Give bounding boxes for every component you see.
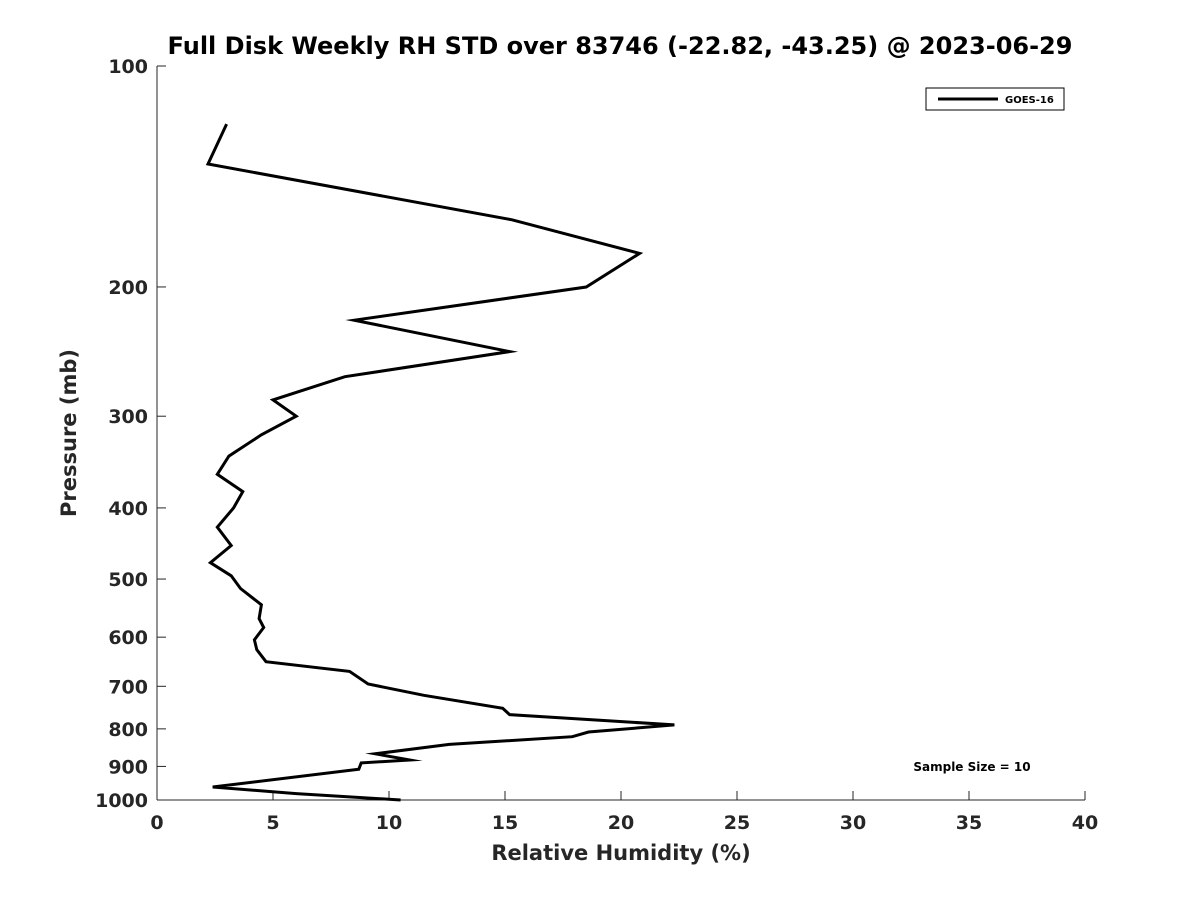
y-tick-label: 300 xyxy=(108,406,148,428)
x-tick-label: 0 xyxy=(150,812,163,834)
y-tick-label: 900 xyxy=(108,756,148,778)
chart-title: Full Disk Weekly RH STD over 83746 (-22.… xyxy=(168,32,1073,60)
x-tick-label: 10 xyxy=(376,812,402,834)
x-tick-label: 5 xyxy=(266,812,279,834)
y-axis-ticks: 100 200 300 400 500 600 700 800 900 1000 xyxy=(95,56,166,812)
x-tick-label: 20 xyxy=(608,812,634,834)
y-tick-label: 500 xyxy=(108,569,148,591)
x-tick-label: 15 xyxy=(492,812,518,834)
x-tick-label: 25 xyxy=(724,812,750,834)
sample-size-annotation: Sample Size = 10 xyxy=(913,760,1030,774)
y-tick-label: 800 xyxy=(108,719,148,741)
series-layer xyxy=(205,123,675,802)
series-line-goes-16 xyxy=(205,123,675,802)
x-axis-ticks: 0 5 10 15 20 25 30 35 40 xyxy=(150,791,1098,834)
y-tick-label: 100 xyxy=(108,56,148,78)
legend: GOES-16 xyxy=(925,87,1065,111)
legend-label-goes-16: GOES-16 xyxy=(1005,95,1054,106)
y-tick-label: 700 xyxy=(108,676,148,698)
x-axis-label: Relative Humidity (%) xyxy=(491,841,750,865)
x-tick-label: 30 xyxy=(840,812,866,834)
x-tick-label: 40 xyxy=(1072,812,1098,834)
y-axis-label: Pressure (mb) xyxy=(57,349,81,517)
y-tick-label: 400 xyxy=(108,498,148,520)
x-tick-label: 35 xyxy=(956,812,982,834)
y-tick-label: 600 xyxy=(108,627,148,649)
y-tick-label: 200 xyxy=(108,277,148,299)
y-tick-label: 1000 xyxy=(95,790,148,812)
